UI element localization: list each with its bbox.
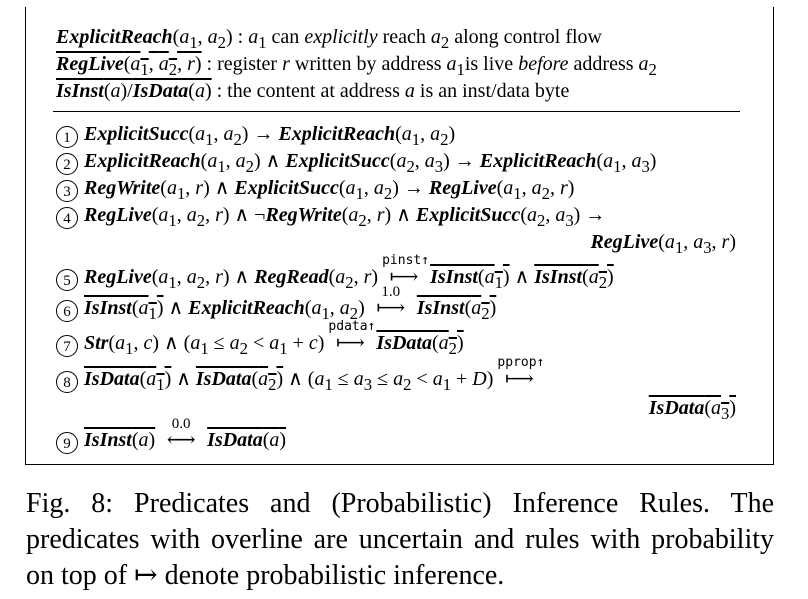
definition-isinst-isdata: IsInst(a)/IsData(a) : the content at add… <box>56 80 570 102</box>
label-zero: 0.0 <box>171 416 191 432</box>
rule-6: 6 IsInst(a1) ∧ ExplicitReach(a1, a2) 1.0 ⟼ I… <box>56 284 496 326</box>
prob-arrow-one: 1.0 ⟼ <box>369 284 413 320</box>
frame-right-border <box>773 7 774 465</box>
rule-8-continuation: IsData(a3) <box>648 397 736 423</box>
definition-explicit-reach: ExplicitReach(a1, a2) : a1 can explicitl… <box>56 26 602 52</box>
rule-7: 7 Str(a1, c) ∧ (a1 ≤ a2 < a1 + c) pdata↑ ⟼ I… <box>56 319 464 361</box>
rule-2: 2 ExplicitReach(a1, a2) ∧ ExplicitSucc(a2… <box>56 149 656 179</box>
figure-caption: Fig. 8: Predicates and (Probabilistic) I… <box>26 488 774 591</box>
rule-number-5: 5 <box>56 269 78 291</box>
rule-number-4: 4 <box>56 207 78 229</box>
rule-number-8: 8 <box>56 371 78 393</box>
rule-number-6: 6 <box>56 300 78 322</box>
prob-arrow-pinst: pinst↑ ⟼ <box>382 253 429 289</box>
label-pprop: pprop↑ <box>497 355 545 370</box>
prob-arrow-zero: 0.0 ⟷ <box>159 416 203 452</box>
rule-5: 5 RegLive(a1, a2, r) ∧ RegRead(a2, r) pins… <box>56 253 614 295</box>
section-separator <box>53 111 740 112</box>
rule-1: 1 ExplicitSucc(a1, a2) → ExplicitReach(a1… <box>56 122 455 152</box>
label-pdata: pdata↑ <box>328 319 376 334</box>
rule-number-1: 1 <box>56 126 78 148</box>
rule-number-7: 7 <box>56 335 78 357</box>
rule-number-9: 9 <box>56 432 78 454</box>
rule-9: 9 IsInst(a) 0.0 ⟷ IsData(a) <box>56 416 286 454</box>
rule-4-continuation: RegLive(a1, a3, r) <box>590 231 736 257</box>
figure-frame <box>25 7 774 465</box>
label-pinst: pinst↑ <box>382 253 430 268</box>
frame-left-border <box>25 7 26 465</box>
frame-bottom-border <box>25 464 774 465</box>
label-one: 1.0 <box>381 284 401 300</box>
rule-number-3: 3 <box>56 180 78 202</box>
rule-3: 3 RegWrite(a1, r) ∧ ExplicitSucc(a1, a2) … <box>56 176 574 206</box>
prob-arrow-pdata: pdata↑ ⟼ <box>328 319 375 355</box>
prob-arrow-pprop: pprop↑ ⟼ <box>497 355 544 391</box>
rule-4: 4 RegLive(a1, a2, r) ∧ ¬RegWrite(a2, r) ∧… <box>56 203 605 233</box>
rule-8: 8 IsData(a1) ∧ IsData(a2) ∧ (a1 ≤ a3 ≤ a2… <box>56 355 545 397</box>
definition-reglive: RegLive(a1, a2, r) : register r written … <box>56 53 657 79</box>
rule-number-2: 2 <box>56 153 78 175</box>
